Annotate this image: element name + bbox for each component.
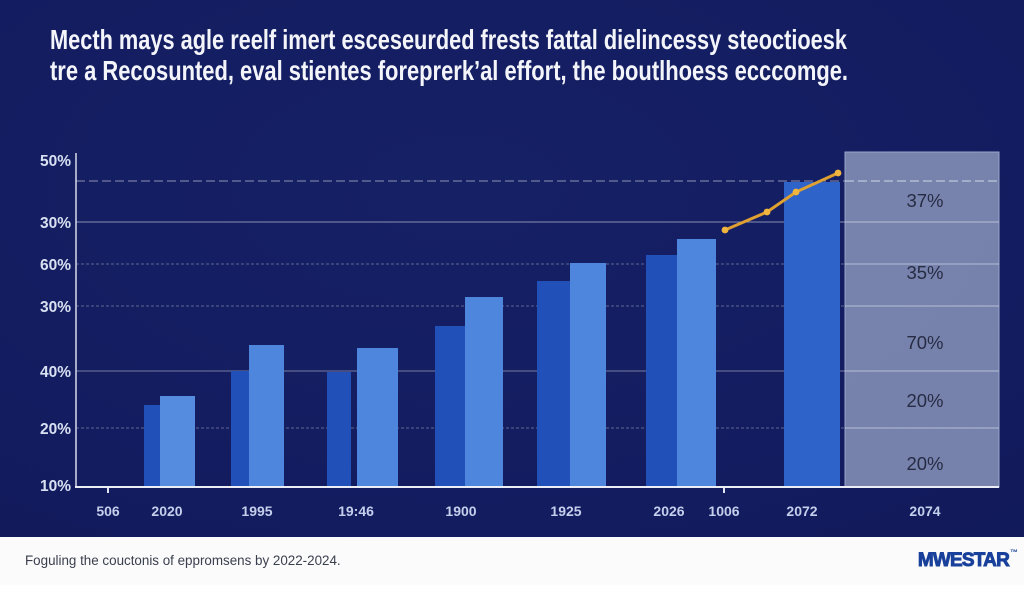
svg-text:1995: 1995 bbox=[241, 503, 272, 519]
svg-text:20%: 20% bbox=[40, 421, 71, 438]
svg-text:40%: 40% bbox=[40, 364, 71, 381]
svg-text:1925: 1925 bbox=[550, 503, 581, 519]
svg-text:™: ™ bbox=[1010, 548, 1018, 557]
svg-text:tre a Recosunted, eval stiente: tre a Recosunted, eval stientes foreprer… bbox=[50, 55, 848, 86]
svg-text:2072: 2072 bbox=[786, 503, 817, 519]
svg-text:20%: 20% bbox=[906, 390, 943, 411]
svg-text:MWESTAR: MWESTAR bbox=[918, 550, 1010, 571]
svg-text:20%: 20% bbox=[906, 453, 943, 474]
svg-text:70%: 70% bbox=[906, 332, 943, 353]
svg-text:Mecth mays agle reelf imert es: Mecth mays agle reelf imert esceseurded … bbox=[50, 24, 847, 55]
svg-text:2026: 2026 bbox=[653, 503, 684, 519]
svg-text:37%: 37% bbox=[906, 190, 943, 211]
svg-text:30%: 30% bbox=[40, 215, 71, 232]
svg-text:50%: 50% bbox=[40, 153, 71, 170]
svg-text:60%: 60% bbox=[40, 257, 71, 274]
svg-text:30%: 30% bbox=[40, 299, 71, 316]
svg-text:506: 506 bbox=[96, 503, 120, 519]
svg-text:2074: 2074 bbox=[909, 503, 940, 519]
svg-text:35%: 35% bbox=[906, 262, 943, 283]
svg-text:10%: 10% bbox=[40, 478, 71, 495]
svg-text:19:46: 19:46 bbox=[338, 503, 374, 519]
svg-text:2020: 2020 bbox=[151, 503, 182, 519]
svg-text:1006: 1006 bbox=[708, 503, 739, 519]
svg-text:Foguling the couctonis of eppr: Foguling the couctonis of eppromsens by … bbox=[25, 553, 341, 568]
svg-text:1900: 1900 bbox=[445, 503, 476, 519]
